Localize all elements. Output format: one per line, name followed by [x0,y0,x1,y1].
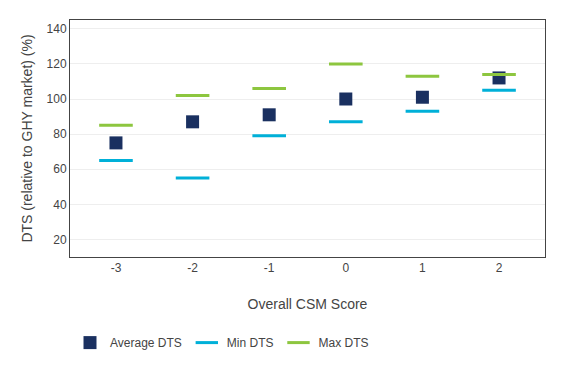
svg-text:1: 1 [419,261,426,275]
svg-text:Overall CSM Score: Overall CSM Score [248,296,368,312]
svg-text:100: 100 [47,92,67,106]
svg-text:20: 20 [53,233,67,247]
svg-text:Min DTS: Min DTS [227,336,274,350]
svg-text:0: 0 [342,261,349,275]
svg-text:Max DTS: Max DTS [318,336,368,350]
svg-text:Average DTS: Average DTS [110,336,182,350]
svg-text:60: 60 [53,162,67,176]
svg-text:-3: -3 [111,261,122,275]
svg-text:-2: -2 [187,261,198,275]
svg-text:120: 120 [47,57,67,71]
svg-text:140: 140 [47,22,67,36]
svg-text:DTS (relative to GHY market) (: DTS (relative to GHY market) (%) [19,34,35,242]
svg-text:2: 2 [496,261,503,275]
svg-text:-1: -1 [264,261,275,275]
svg-text:80: 80 [53,127,67,141]
svg-text:40: 40 [53,198,67,212]
